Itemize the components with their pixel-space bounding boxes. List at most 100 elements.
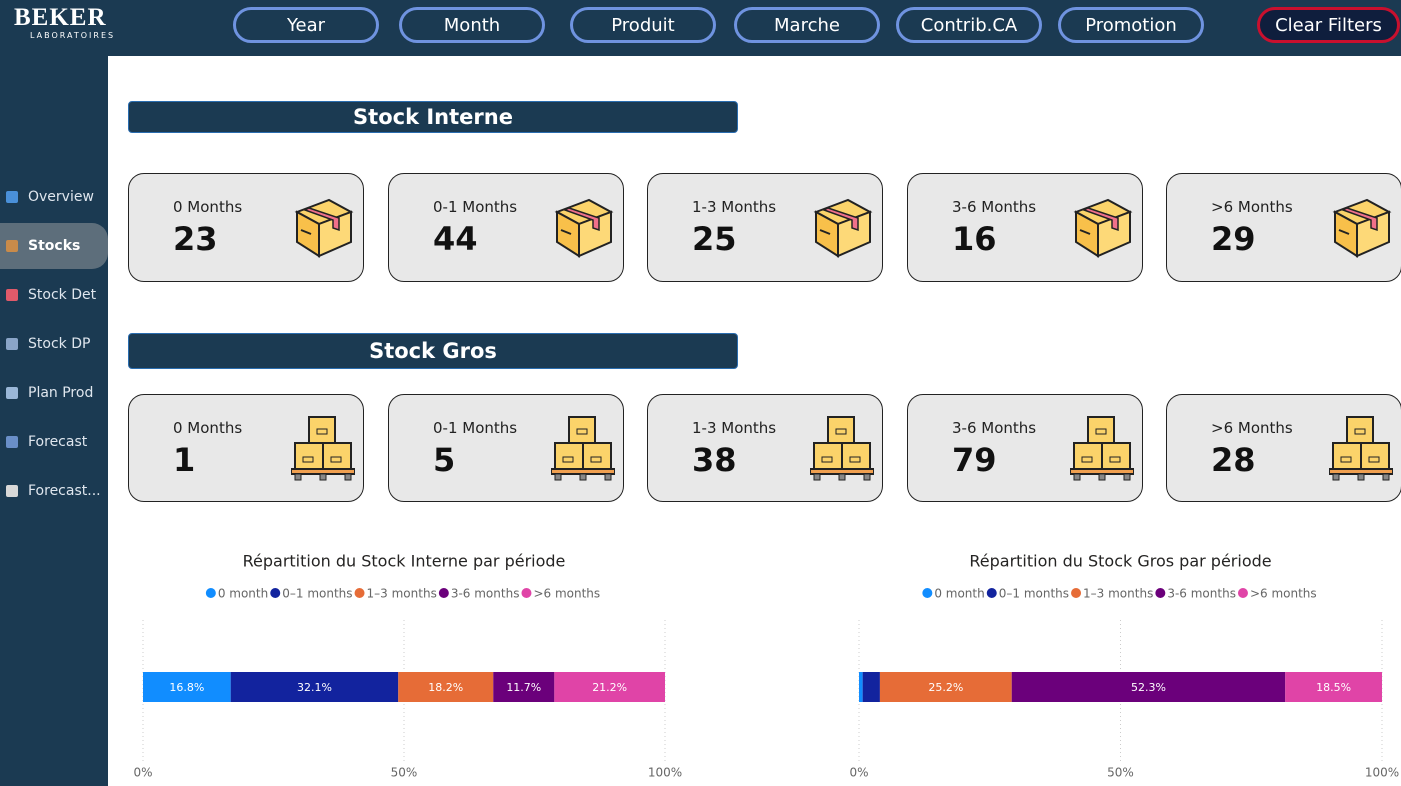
- kpi-value: 29: [1211, 220, 1256, 258]
- data-label: 18.5%: [1316, 681, 1351, 694]
- nav-label: Stock Det: [28, 287, 97, 303]
- kpi-card: 3-6 Months 16: [907, 173, 1143, 282]
- legend-marker: [922, 588, 933, 598]
- nav-icon: [6, 191, 18, 203]
- data-label: 52.3%: [1131, 681, 1166, 694]
- bar-segment: [879, 672, 1012, 702]
- nav-label: Stock DP: [28, 336, 91, 352]
- data-label: 16.8%: [169, 681, 204, 694]
- clear-filters[interactable]: Clear Filters: [1257, 7, 1400, 43]
- nav-icon: [6, 338, 18, 350]
- nav-item[interactable]: Forecast...: [0, 468, 108, 514]
- nav-item[interactable]: Stock DP: [0, 321, 108, 367]
- nav-item[interactable]: Overview: [0, 174, 108, 220]
- box-icon: [813, 198, 873, 258]
- kpi-label: 3-6 Months: [952, 419, 1037, 437]
- bar-segment: [143, 672, 231, 702]
- filter-button[interactable]: Promotion: [1058, 7, 1204, 43]
- kpi-value: 25: [692, 220, 737, 258]
- kpi-label: >6 Months: [1211, 419, 1293, 437]
- legend-marker: [270, 588, 281, 598]
- nav-label: Plan Prod: [28, 385, 94, 401]
- filter-button[interactable]: Produit: [570, 7, 716, 43]
- kpi-card: 0 Months 23: [128, 173, 364, 282]
- section-title: Stock Gros: [128, 333, 738, 369]
- nav-item[interactable]: Stocks: [0, 223, 108, 269]
- bar-segment: [493, 672, 555, 702]
- filter-button[interactable]: Marche: [734, 7, 880, 43]
- legend-label: 3-6 months: [451, 587, 520, 601]
- nav-label: Stocks: [28, 238, 81, 254]
- x-tick-label: 0%: [133, 766, 152, 780]
- pallet-icon: [1329, 416, 1393, 481]
- legend-marker: [1155, 588, 1166, 598]
- filter-button[interactable]: Month: [399, 7, 545, 43]
- box-icon: [294, 198, 354, 258]
- kpi-value: 28: [1211, 441, 1256, 479]
- legend-label: 3-6 months: [1167, 587, 1236, 601]
- nav-item[interactable]: Forecast: [0, 419, 108, 465]
- kpi-card: 1-3 Months 25: [647, 173, 883, 282]
- bar-segment: [862, 672, 880, 702]
- filter-button[interactable]: Year: [233, 7, 379, 43]
- legend-marker: [438, 588, 449, 598]
- kpi-card: 0-1 Months 44: [388, 173, 624, 282]
- nav-icon: [6, 436, 18, 448]
- box-icon: [1073, 198, 1133, 258]
- legend-marker: [986, 588, 997, 598]
- x-tick-label: 100%: [1365, 766, 1399, 780]
- data-label: 21.2%: [592, 681, 627, 694]
- kpi-value: 79: [952, 441, 997, 479]
- kpi-label: >6 Months: [1211, 198, 1293, 216]
- nav-icon: [6, 485, 18, 497]
- legend-label: 1–3 months: [367, 587, 437, 601]
- kpi-value: 5: [433, 441, 456, 479]
- chart-title: Répartition du Stock Gros par période: [969, 552, 1271, 571]
- legend-marker: [1071, 588, 1082, 598]
- sidebar: Overview Stocks Stock Det Stock DP Plan Prod…: [0, 56, 108, 786]
- kpi-card: 3-6 Months 79: [907, 394, 1143, 502]
- kpi-label: 0 Months: [173, 198, 243, 216]
- pallet-icon: [810, 416, 874, 481]
- legend-marker: [205, 588, 216, 598]
- kpi-label: 1-3 Months: [692, 419, 777, 437]
- chart-title: Répartition du Stock Interne par période: [243, 552, 566, 571]
- bar-segment: [1285, 672, 1382, 702]
- x-tick-label: 0%: [849, 766, 868, 780]
- bar-segment: [1011, 672, 1286, 702]
- filter-button[interactable]: Contrib.CA: [896, 7, 1042, 43]
- nav-icon: [6, 387, 18, 399]
- data-label: 18.2%: [428, 681, 463, 694]
- pallet-icon: [291, 416, 355, 481]
- x-tick-label: 50%: [391, 766, 418, 780]
- pallet-icon: [551, 416, 615, 481]
- legend-marker: [521, 588, 532, 598]
- kpi-label: 0 Months: [173, 419, 243, 437]
- box-icon: [1332, 198, 1392, 258]
- box-icon: [554, 198, 614, 258]
- nav-label: Forecast: [28, 434, 88, 450]
- pallet-icon: [1070, 416, 1134, 481]
- kpi-card: 0 Months 1: [128, 394, 364, 502]
- top-bar: BEKER LABORATOIRES Clear Filters Year Mon…: [0, 0, 1401, 56]
- nav-item[interactable]: Stock Det: [0, 272, 108, 318]
- nav-item[interactable]: Plan Prod: [0, 370, 108, 416]
- x-tick-label: 100%: [648, 766, 682, 780]
- kpi-label: 0-1 Months: [433, 198, 518, 216]
- data-label: 25.2%: [928, 681, 963, 694]
- section-title: Stock Interne: [128, 101, 738, 133]
- kpi-value: 1: [173, 441, 196, 479]
- kpi-value: 23: [173, 220, 218, 258]
- nav-label: Forecast...: [28, 483, 101, 499]
- kpi-card: 0-1 Months 5: [388, 394, 624, 502]
- kpi-value: 38: [692, 441, 737, 479]
- logo: BEKER: [14, 4, 107, 31]
- legend-label: 1–3 months: [1083, 587, 1153, 601]
- bar-segment: [554, 672, 665, 702]
- legend-label: >6 months: [533, 587, 600, 601]
- legend-label: 0 month: [934, 587, 984, 601]
- legend-label: 0 month: [218, 587, 268, 601]
